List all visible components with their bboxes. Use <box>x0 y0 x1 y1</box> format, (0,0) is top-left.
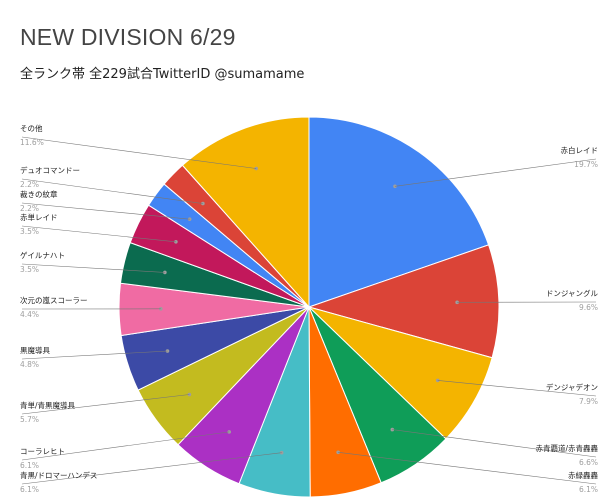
slice-label: 裁きの紋章 <box>20 189 58 199</box>
slice-label: コーラレヒト <box>20 447 65 456</box>
slice-label: 次元の嵐スコーラー <box>20 295 88 305</box>
slice-label: 青単/青黒魔導具 <box>20 400 76 410</box>
leader-dot <box>163 270 167 275</box>
leader-line <box>21 350 168 360</box>
slice-percent-label: 6.1% <box>20 461 39 470</box>
leader-line <box>21 431 230 461</box>
slice-label: 赤白レイド <box>561 145 599 155</box>
slice-label: 青黒/ドロマーハンデス <box>20 470 97 480</box>
slice-label: デュオコマンドー <box>20 165 80 175</box>
leader-line <box>392 429 597 458</box>
slice-label: ゲイルナハト <box>20 251 65 260</box>
leader-dot <box>455 300 459 305</box>
slice-0 <box>308 116 490 308</box>
slice-label: 赤単レイド <box>20 212 58 222</box>
slice-percent-label: 11.6% <box>20 138 44 147</box>
slice-percent-label: 6.6% <box>579 458 598 467</box>
slice-1 <box>307 244 500 359</box>
leader-line <box>394 158 597 187</box>
chart-title: NEW DIVISION 6/29 <box>20 24 236 50</box>
leader-line <box>21 263 165 273</box>
slice-label: 黒魔導具 <box>20 345 50 355</box>
slice-2 <box>308 306 493 440</box>
leader-line <box>21 178 203 204</box>
slice-percent-label: 19.7% <box>574 160 598 169</box>
slice-percent-label: 3.5% <box>20 227 39 236</box>
slice-percent-label: 4.8% <box>20 360 39 369</box>
slice-label: その他 <box>20 123 43 133</box>
leader-lines <box>21 136 597 485</box>
slice-percent-label: 4.4% <box>20 310 39 319</box>
slice-label: 赤青覇道/赤青轟轟 <box>535 443 598 453</box>
slice-labels: 赤白レイド 19.7% ドンジャングル 9.6% デンジャデオン 7.9% 赤青覇道/赤青轟… <box>20 123 598 494</box>
leader-line <box>437 380 597 397</box>
leader-line <box>21 202 190 220</box>
slice-label: デンジャデオン <box>546 382 598 392</box>
slice-percent-label: 6.1% <box>20 485 39 494</box>
leader-line <box>21 394 190 415</box>
slice-label: ドンジャングル <box>546 288 599 298</box>
slice-label: 赤緑轟轟 <box>568 470 598 480</box>
chart-subtitle: 全ランク帯 全229試合TwitterID @sumamame <box>20 67 305 82</box>
slice-percent-label: 9.6% <box>579 303 598 312</box>
slice-percent-label: 3.5% <box>20 265 39 274</box>
slice-percent-label: 5.7% <box>20 415 39 424</box>
leader-line <box>21 136 257 169</box>
slice-percent-label: 2.2% <box>20 180 39 189</box>
leader-line <box>21 452 282 485</box>
slice-percent-label: 6.1% <box>579 485 598 494</box>
leader-line <box>21 225 176 243</box>
slice-percent-label: 7.9% <box>579 397 598 406</box>
leader-line <box>338 452 597 485</box>
slice-percent-label: 2.2% <box>20 204 39 213</box>
pie-slices <box>118 116 500 498</box>
